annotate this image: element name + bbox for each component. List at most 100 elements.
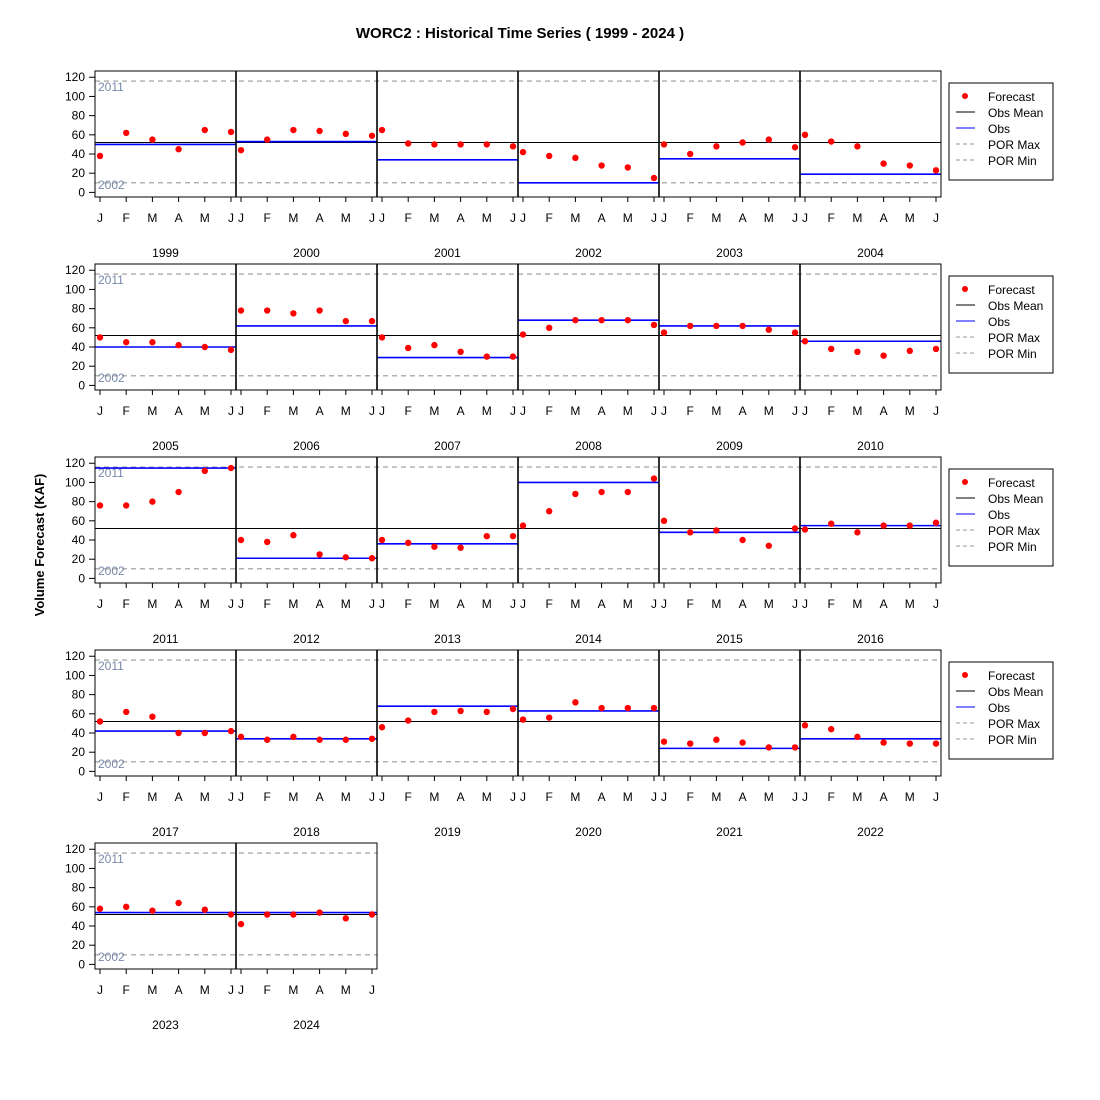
month-label: J [228,597,234,611]
panel-2023: J F M A M J 2023 [95,899,236,1032]
month-label: J [379,790,385,804]
chart-title: WORC2 : Historical Time Series ( 1999 - … [356,25,684,42]
month-label: A [880,404,888,418]
month-label: J [369,983,375,997]
month-label: A [316,211,324,225]
year-label: 2004 [857,246,884,260]
forecast-point [405,539,412,547]
month-label: M [764,790,774,804]
legend-label: POR Min [988,540,1037,554]
forecast-point [880,739,887,746]
forecast-point [316,736,323,743]
forecast-point [96,502,104,509]
month-label: F [405,790,412,804]
forecast-point [96,334,104,341]
month-label: J [802,404,808,418]
por-min-label: 2002 [98,950,125,964]
forecast-point [660,738,668,745]
month-label: M [147,404,157,418]
forecast-point [237,733,245,741]
forecast-point [237,307,245,314]
month-label: M [429,211,439,225]
por-max-label: 2011 [98,659,124,673]
month-label: A [457,404,465,418]
y-tick-label: 80 [72,881,86,895]
month-label: M [852,790,862,804]
year-label: 2003 [716,246,743,260]
month-label: F [828,597,835,611]
month-label: M [482,597,492,611]
legend-box [948,468,1054,567]
month-label: M [341,790,351,804]
panel-2015: J F M A M J 2015 [658,457,800,646]
month-label: M [905,211,915,225]
forecast-point [791,744,799,751]
month-label: F [687,790,694,804]
legend-symbol-forecast [962,93,968,99]
forecast-point [624,704,631,712]
forecast-point [598,704,605,712]
forecast-point [739,739,746,746]
month-label: J [661,404,667,418]
month-label: J [228,790,234,804]
year-label: 2015 [716,632,743,646]
year-label: 2017 [152,825,179,839]
month-label: M [482,790,492,804]
y-tick-label: 100 [65,475,85,489]
month-label: M [288,597,298,611]
month-label: M [200,597,210,611]
year-label: 2019 [434,825,461,839]
month-label: F [405,211,412,225]
forecast-point [457,544,464,551]
legend-symbol-forecast [962,479,968,485]
forecast-point [687,529,694,536]
forecast-point [316,307,323,314]
year-label: 2009 [716,439,743,453]
forecast-point [572,316,579,324]
forecast-point [149,339,156,346]
forecast-point [906,522,913,529]
month-label: M [852,211,862,225]
month-label: F [264,983,271,997]
month-label: M [429,790,439,804]
forecast-point [378,334,386,341]
month-label: J [228,211,234,225]
forecast-point [687,322,694,330]
forecast-point [880,352,887,359]
forecast-point [405,140,412,147]
forecast-point [739,536,746,544]
year-label: 2001 [434,246,461,260]
forecast-point [572,490,579,498]
month-label: J [802,597,808,611]
forecast-point [123,339,130,346]
forecast-point [457,707,464,715]
month-label: J [379,597,385,611]
y-tick-label: 20 [72,359,86,373]
forecast-point [739,139,746,146]
month-label: M [147,597,157,611]
month-label: J [238,983,244,997]
forecast-point [828,520,835,527]
forecast-point [342,130,349,138]
panel-2022: J F M A M J 2022 [799,650,941,839]
month-label: J [238,790,244,804]
forecast-point [519,522,527,529]
panel-2016: J F M A M J 2016 [799,457,941,646]
year-label: 2006 [293,439,320,453]
forecast-point [854,143,861,150]
forecast-point [624,488,631,496]
month-label: J [520,211,526,225]
forecast-point [906,162,913,169]
y-tick-label: 40 [72,147,86,161]
forecast-point [227,128,235,136]
legend-label: Forecast [988,669,1035,683]
month-label: M [570,790,580,804]
forecast-point [123,129,130,137]
y-tick-label: 80 [72,302,86,316]
month-label: A [598,211,606,225]
y-tick-label: 0 [78,571,85,585]
forecast-point [405,344,412,352]
y-tick-label: 60 [72,514,86,528]
month-label: J [510,211,516,225]
y-tick-label: 20 [72,552,86,566]
